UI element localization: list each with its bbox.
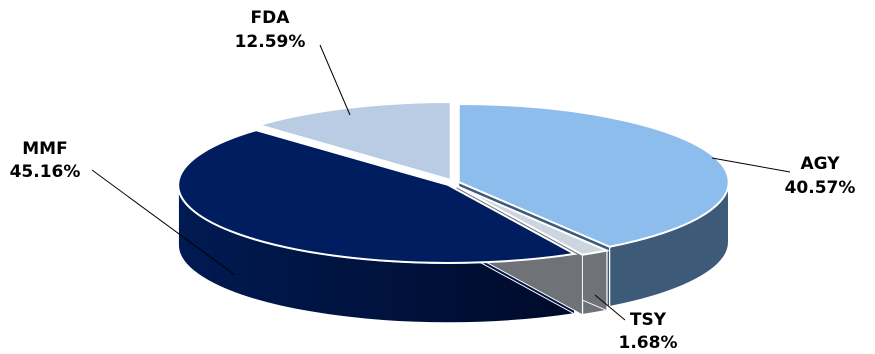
slice-name-fda: FDA <box>251 8 291 28</box>
label-group-mmf: MMF 45.16% <box>10 139 81 182</box>
label-group-fda: FDA 12.59% <box>235 8 306 52</box>
leader-line-agy <box>711 157 791 173</box>
label-group-agy: AGY 40.57% <box>785 154 856 198</box>
leader-line-mmf <box>91 169 236 276</box>
leader-line-tsy <box>594 294 626 321</box>
pie-slices <box>177 100 730 264</box>
slice-value-fda: 12.59% <box>235 32 306 52</box>
slice-tsy <box>455 184 611 256</box>
slice-mmf <box>177 129 578 264</box>
slice-value-mmf: 45.16% <box>10 162 81 182</box>
slice-name-mmf: MMF <box>22 139 67 159</box>
slice-name-agy: AGY <box>800 154 840 174</box>
label-group-tsy: TSY 1.68% <box>619 310 678 353</box>
leader-line-fda <box>319 44 351 116</box>
slice-value-tsy: 1.68% <box>619 333 678 353</box>
leader-lines <box>91 44 791 321</box>
slice-name-tsy: TSY <box>630 310 667 330</box>
slice-value-agy: 40.57% <box>785 178 856 198</box>
